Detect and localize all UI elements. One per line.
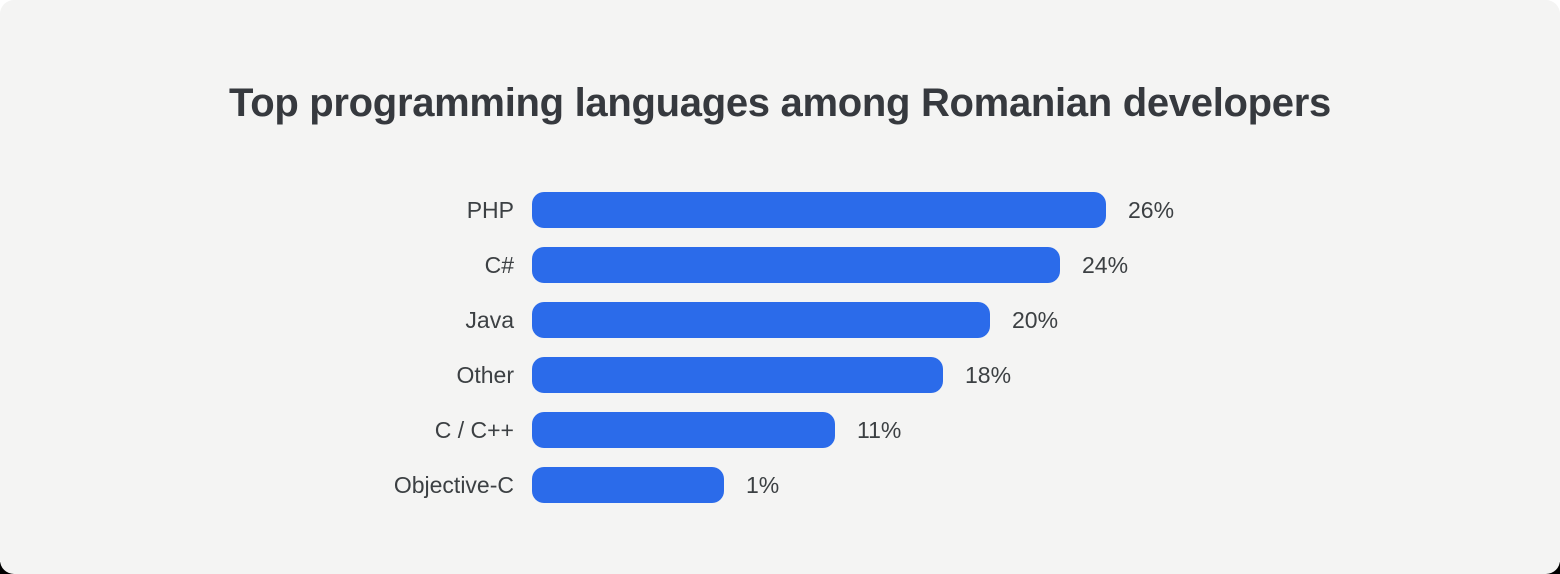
- chart-row-objective-c: Objective-C 1%: [0, 467, 1560, 503]
- category-label: Other: [456, 361, 514, 388]
- value-label: 20%: [1012, 306, 1059, 333]
- value-label: 11%: [857, 416, 902, 443]
- bar-java: [532, 302, 990, 338]
- category-label: C#: [484, 251, 514, 278]
- chart-row-other: Other 18%: [0, 357, 1560, 393]
- bar-c-c: [532, 412, 835, 448]
- chart-row-php: PHP 26%: [0, 192, 1560, 228]
- bar-php: [532, 192, 1106, 228]
- value-label: 18%: [965, 361, 1012, 388]
- chart-row-c: C# 24%: [0, 247, 1560, 283]
- category-label: Java: [465, 306, 514, 333]
- value-label: 1%: [746, 471, 780, 498]
- value-label: 26%: [1128, 196, 1175, 223]
- category-label: C / C++: [434, 416, 514, 443]
- bar-c: [532, 247, 1060, 283]
- bar-objective-c: [532, 467, 724, 503]
- category-label: Objective-C: [393, 471, 514, 498]
- category-label: PHP: [466, 196, 514, 223]
- bar-other: [532, 357, 943, 393]
- chart-title: Top programming languages among Romanian…: [229, 81, 1331, 125]
- value-label: 24%: [1082, 251, 1129, 278]
- chart-row-java: Java 20%: [0, 302, 1560, 338]
- bar-chart: PHP 26% C# 24% Java 20% Other 18% C / C++ 11% Obje…: [0, 192, 1560, 503]
- chart-row-c-c: C / C++ 11%: [0, 412, 1560, 448]
